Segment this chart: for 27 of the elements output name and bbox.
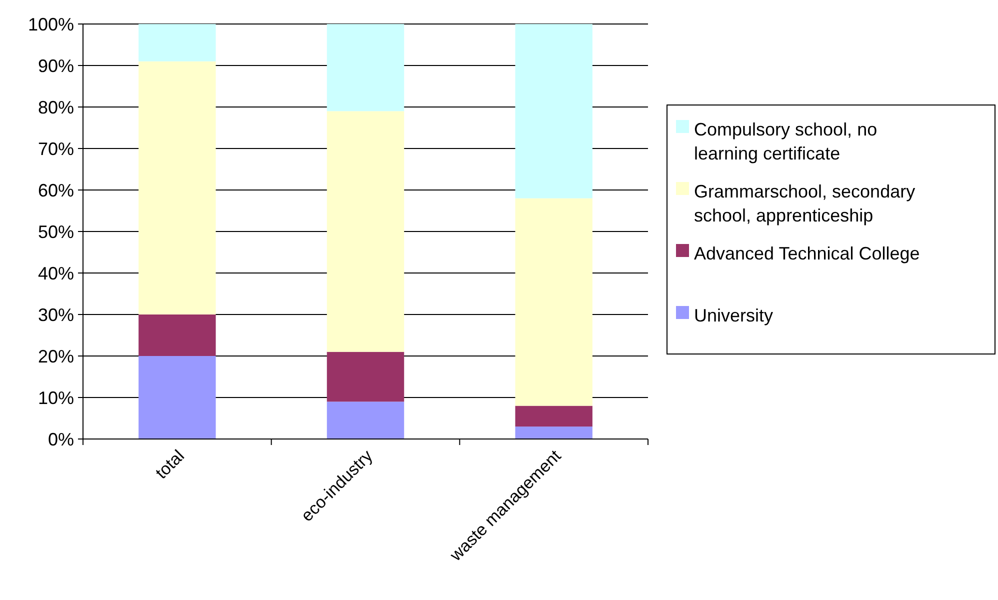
legend-label: Compulsory school, no learning certificate <box>694 119 878 164</box>
y-tick-label: 0% <box>48 429 74 450</box>
y-tick-label: 70% <box>38 138 74 159</box>
bar <box>138 314 216 356</box>
y-tick-label: 10% <box>38 388 74 408</box>
bar <box>138 24 216 62</box>
legend-label: University <box>694 305 774 326</box>
y-tick-label: 80% <box>38 97 74 118</box>
legend-label: Advanced Technical College <box>694 243 920 264</box>
bar <box>326 111 404 352</box>
y-tick-label: 60% <box>38 180 74 200</box>
bar <box>138 356 216 439</box>
bar <box>515 198 592 406</box>
y-tick-label: 100% <box>28 14 74 34</box>
bar <box>326 24 404 112</box>
y-tick-label: 90% <box>38 56 74 76</box>
bar <box>515 24 592 198</box>
legend-label: Grammarschool, secondary school, apprenticeship <box>694 181 916 226</box>
y-tick-label: 50% <box>38 222 74 242</box>
y-tick-label: 20% <box>38 346 74 366</box>
bar <box>515 426 592 439</box>
y-tick-label: 40% <box>38 263 74 284</box>
bar <box>326 402 404 439</box>
y-tick-label: 30% <box>38 304 74 325</box>
bar <box>326 352 404 402</box>
bar <box>138 61 216 314</box>
bar <box>515 406 592 427</box>
